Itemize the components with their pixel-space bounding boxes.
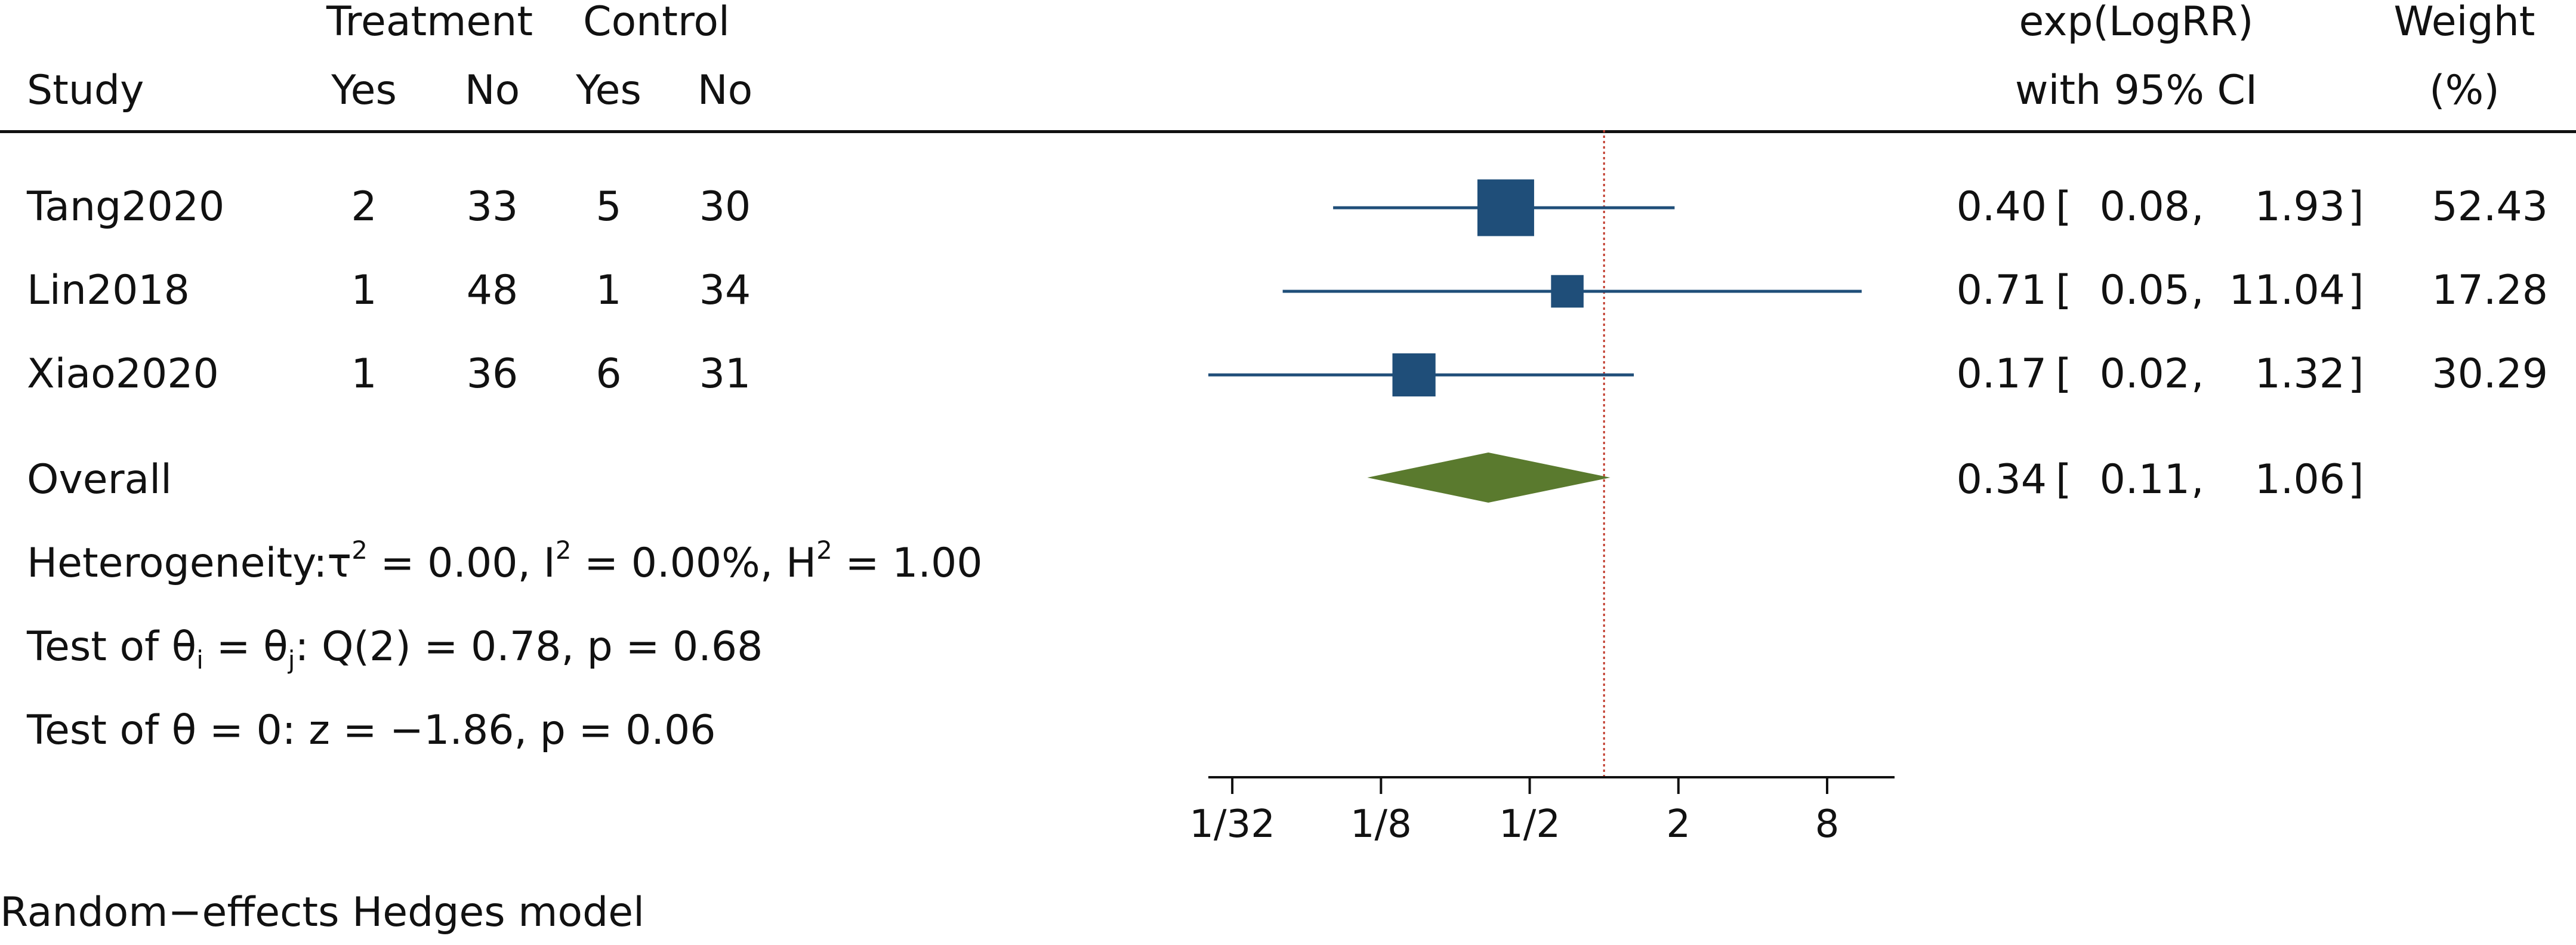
control-yes-cell: 5 bbox=[596, 183, 622, 230]
ci-open-bracket: [ bbox=[2056, 183, 2072, 230]
ci-comma: , bbox=[2191, 267, 2204, 314]
effect-header-line1: exp(LogRR) bbox=[2019, 0, 2254, 45]
treatment-yes-cell: 1 bbox=[351, 350, 377, 398]
ci-open-bracket: [ bbox=[2056, 267, 2072, 314]
overall-ci-low-cell: 0.11 bbox=[2099, 456, 2190, 503]
overall-effect-test-line: Test of θ = 0: z = −1.86, p = 0.06 bbox=[27, 707, 716, 754]
estimate-cell: 0.17 bbox=[1956, 350, 2047, 398]
treatment-no-cell: 33 bbox=[466, 183, 519, 230]
x-tick-label: 2 bbox=[1666, 802, 1690, 847]
estimate-cell: 0.40 bbox=[1956, 183, 2047, 230]
control-yes-header: Yes bbox=[576, 67, 641, 114]
treatment-yes-header: Yes bbox=[331, 67, 397, 114]
ci-high-cell: 1.93 bbox=[2254, 183, 2345, 230]
ci-high-cell: 1.32 bbox=[2254, 350, 2345, 398]
overall-estimate-cell: 0.34 bbox=[1956, 456, 2047, 503]
ci-low-cell: 0.05 bbox=[2099, 267, 2190, 314]
treatment-no-cell: 36 bbox=[466, 350, 519, 398]
ci-open-bracket: [ bbox=[2056, 456, 2072, 503]
ci-close-bracket: ] bbox=[2348, 267, 2364, 314]
control-header: Control bbox=[583, 0, 730, 45]
model-footer: Random−effects Hedges model bbox=[0, 889, 645, 936]
x-tick-label: 1/8 bbox=[1350, 802, 1412, 847]
overall-ci-high-cell: 1.06 bbox=[2254, 456, 2345, 503]
study-name: Tang2020 bbox=[27, 183, 225, 230]
ci-comma: , bbox=[2191, 350, 2204, 398]
control-no-cell: 30 bbox=[699, 183, 751, 230]
treatment-no-cell: 48 bbox=[466, 267, 519, 314]
ci-low-cell: 0.08 bbox=[2099, 183, 2190, 230]
ci-close-bracket: ] bbox=[2348, 183, 2364, 230]
treatment-no-header: No bbox=[464, 67, 520, 114]
weight-header-line1: Weight bbox=[2393, 0, 2535, 45]
ci-close-bracket: ] bbox=[2348, 350, 2364, 398]
x-tick-label: 1/32 bbox=[1189, 802, 1275, 847]
control-no-cell: 34 bbox=[699, 267, 751, 314]
weight-header-line2: (%) bbox=[2429, 67, 2500, 114]
treatment-yes-cell: 2 bbox=[351, 183, 377, 230]
ci-low-cell: 0.02 bbox=[2099, 350, 2190, 398]
homogeneity-test-line: Test of θi = θj: Q(2) = 0.78, p = 0.68 bbox=[27, 623, 763, 675]
weight-cell: 17.28 bbox=[2432, 267, 2548, 314]
x-tick-label: 8 bbox=[1815, 802, 1840, 847]
treatment-yes-cell: 1 bbox=[351, 267, 377, 314]
heterogeneity-line: Heterogeneity:τ2 = 0.00, I2 = 0.00%, H2 … bbox=[27, 535, 983, 587]
overall-label: Overall bbox=[27, 456, 172, 503]
control-yes-cell: 1 bbox=[596, 267, 622, 314]
weight-cell: 30.29 bbox=[2432, 350, 2548, 398]
study-name: Lin2018 bbox=[27, 267, 190, 314]
study-header: Study bbox=[27, 67, 144, 114]
study-marker bbox=[1477, 179, 1534, 236]
treatment-header: Treatment bbox=[326, 0, 533, 45]
ci-comma: , bbox=[2191, 183, 2204, 230]
weight-cell: 52.43 bbox=[2432, 183, 2548, 230]
ci-comma: , bbox=[2191, 456, 2204, 503]
overall-diamond bbox=[1367, 453, 1611, 503]
control-yes-cell: 6 bbox=[596, 350, 622, 398]
header-rule bbox=[0, 130, 2576, 133]
x-tick-label: 1/2 bbox=[1499, 802, 1560, 847]
control-no-header: No bbox=[697, 67, 753, 114]
study-name: Xiao2020 bbox=[27, 350, 219, 398]
effect-header-line2: with 95% CI bbox=[2014, 67, 2258, 114]
ci-high-cell: 11.04 bbox=[2229, 267, 2345, 314]
ci-close-bracket: ] bbox=[2348, 456, 2364, 503]
estimate-cell: 0.71 bbox=[1956, 267, 2047, 314]
control-no-cell: 31 bbox=[699, 350, 751, 398]
study-marker bbox=[1551, 275, 1584, 308]
study-marker bbox=[1392, 353, 1436, 397]
ci-open-bracket: [ bbox=[2056, 350, 2072, 398]
